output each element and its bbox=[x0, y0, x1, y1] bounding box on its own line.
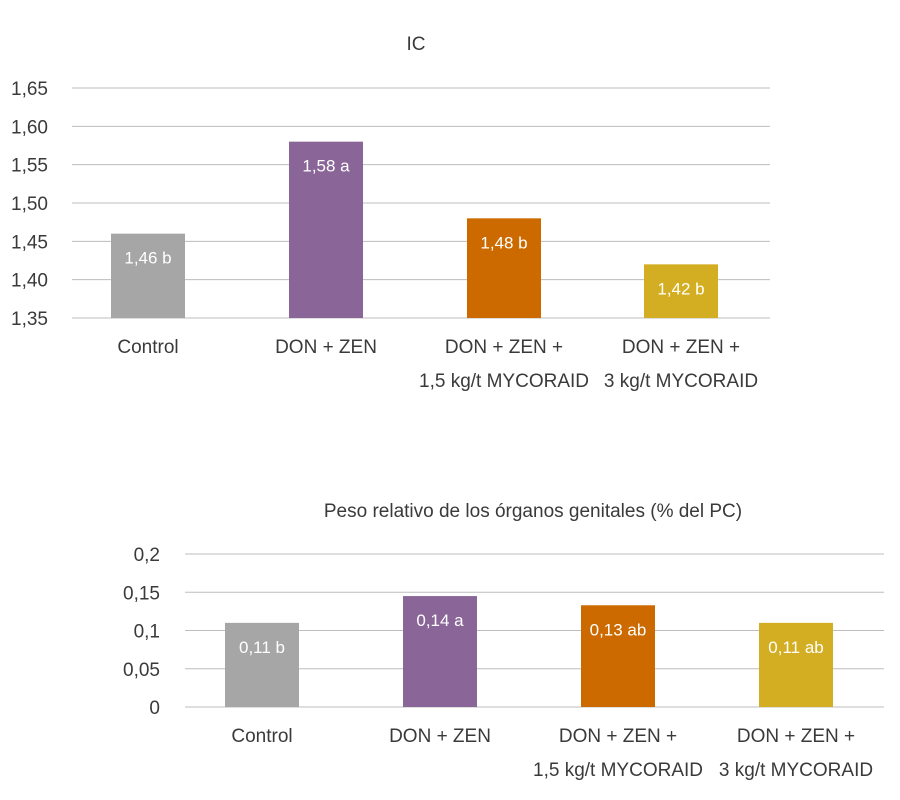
peso-bar bbox=[403, 596, 477, 707]
peso-y-tick-label: 0,15 bbox=[123, 583, 160, 604]
ic-y-tick-label: 1,55 bbox=[11, 156, 48, 177]
peso-chart-title: Peso relativo de los órganos genitales (… bbox=[324, 501, 742, 522]
ic-category-label: 1,5 kg/t MYCORAID bbox=[419, 371, 589, 392]
peso-bar bbox=[225, 622, 299, 707]
ic-data-label: 1,48 b bbox=[480, 233, 527, 252]
peso-bar bbox=[759, 622, 833, 707]
ic-category-label: DON + ZEN + bbox=[445, 337, 563, 358]
peso-y-tick-label: 0,1 bbox=[134, 622, 160, 643]
peso-y-tick-label: 0,2 bbox=[134, 545, 160, 566]
peso-category-label: 1,5 kg/t MYCORAID bbox=[533, 760, 703, 781]
ic-y-tick-label: 1,60 bbox=[11, 117, 48, 138]
peso-category-label: DON + ZEN bbox=[389, 726, 491, 747]
ic-category-label: 3 kg/t MYCORAID bbox=[604, 371, 758, 392]
ic-bar bbox=[111, 233, 185, 318]
peso-category-label: 3 kg/t MYCORAID bbox=[719, 760, 873, 781]
ic-y-tick-label: 1,40 bbox=[11, 271, 48, 292]
ic-category-label: DON + ZEN bbox=[275, 337, 377, 358]
ic-data-label: 1,58 a bbox=[302, 157, 350, 176]
peso-y-tick-label: 0 bbox=[149, 698, 160, 719]
ic-bar bbox=[289, 141, 363, 318]
ic-y-tick-label: 1,35 bbox=[11, 309, 48, 330]
ic-bar bbox=[644, 264, 718, 318]
ic-y-tick-label: 1,65 bbox=[11, 79, 48, 100]
ic-data-label: 1,42 b bbox=[657, 279, 704, 298]
ic-chart-title: IC bbox=[407, 34, 426, 55]
peso-data-label: 0,14 a bbox=[416, 611, 464, 630]
peso-category-label: DON + ZEN + bbox=[737, 726, 855, 747]
ic-category-label: DON + ZEN + bbox=[622, 337, 740, 358]
peso-category-label: Control bbox=[231, 726, 292, 747]
peso-y-tick-label: 0,05 bbox=[123, 660, 160, 681]
peso-data-label: 0,11 ab bbox=[768, 638, 823, 657]
ic-bar bbox=[467, 218, 541, 318]
ic-chart: IC 1,35 1,40 1,45 1,50 1,55 1,60 1,65 1,46 b Cont… bbox=[11, 34, 770, 392]
ic-category-label: Control bbox=[117, 337, 178, 358]
peso-category-label: DON + ZEN + bbox=[559, 726, 677, 747]
peso-chart: Peso relativo de los órganos genitales (… bbox=[123, 501, 884, 781]
peso-data-label: 0,13 ab bbox=[590, 620, 647, 639]
ic-data-label: 1,46 b bbox=[124, 249, 171, 268]
peso-bar bbox=[581, 605, 655, 707]
ic-y-tick-label: 1,50 bbox=[11, 194, 48, 215]
ic-y-tick-label: 1,45 bbox=[11, 232, 48, 253]
peso-data-label: 0,11 b bbox=[239, 638, 285, 657]
